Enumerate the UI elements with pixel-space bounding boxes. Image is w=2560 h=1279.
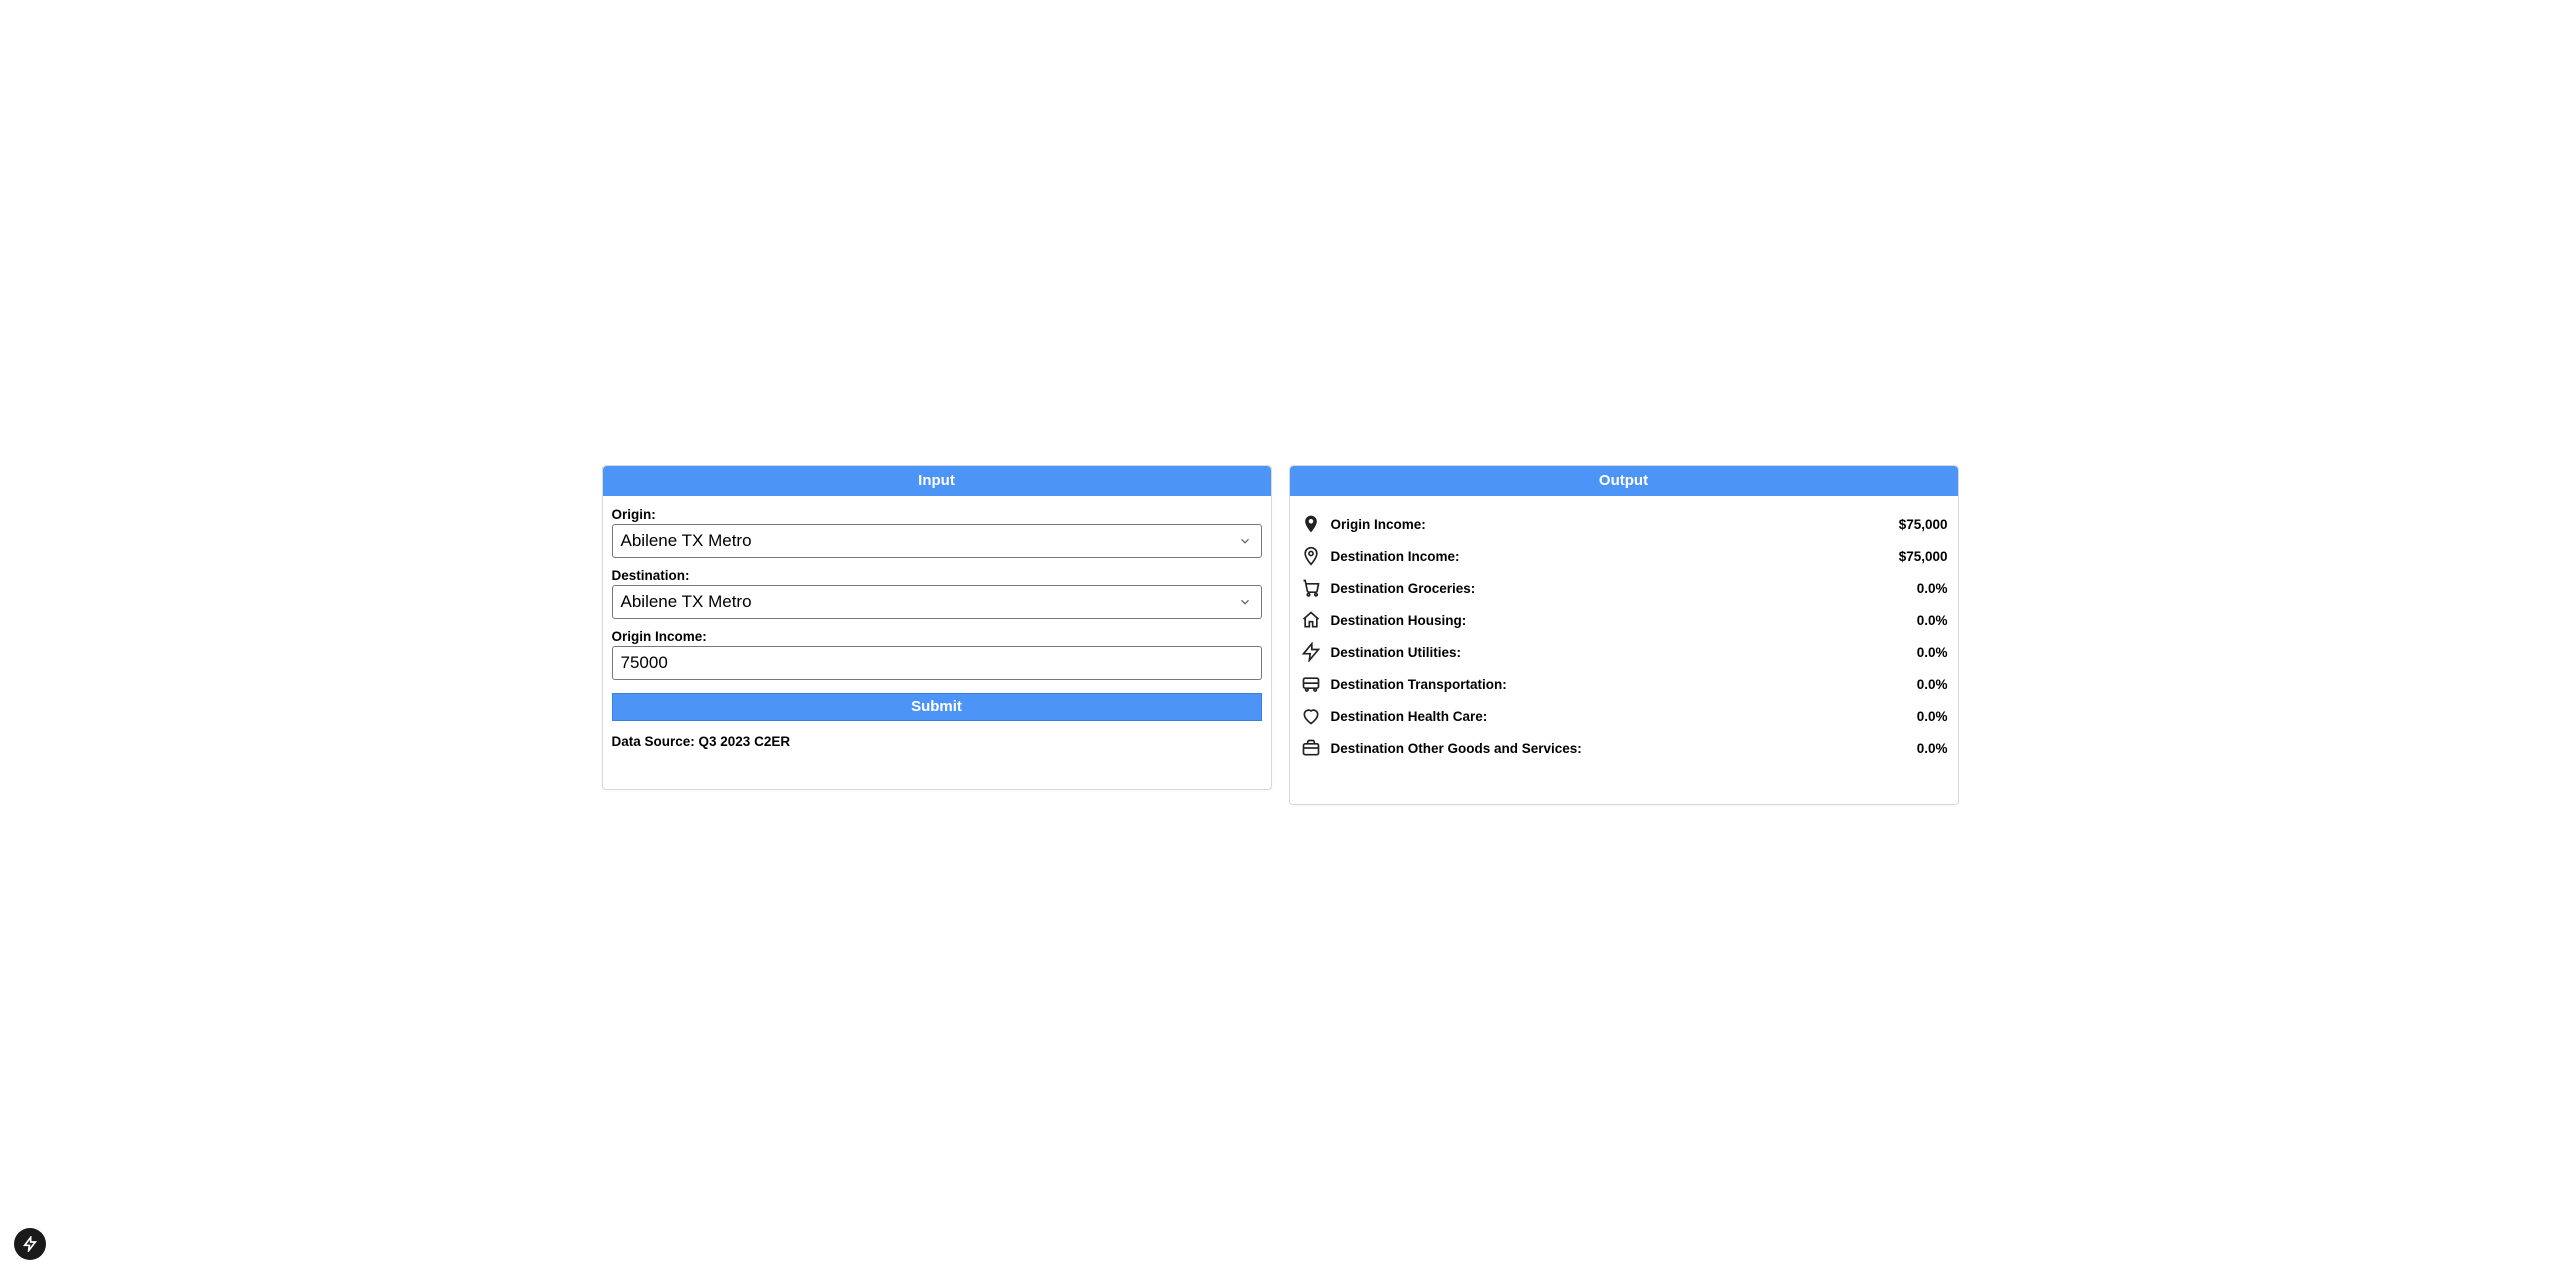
output-label: Destination Housing: [1331,613,1917,628]
output-row: Destination Transportation: 0.0% [1300,668,1948,700]
output-value: $75,000 [1899,517,1948,532]
home-icon [1300,610,1322,630]
data-source-label: Data Source: Q3 2023 C2ER [612,734,1262,749]
destination-label: Destination: [612,568,1262,583]
output-label: Destination Other Goods and Services: [1331,741,1917,756]
output-row: Destination Health Care: 0.0% [1300,700,1948,732]
output-row: Destination Utilities: 0.0% [1300,636,1948,668]
output-row: Destination Groceries: 0.0% [1300,572,1948,604]
submit-button[interactable]: Submit [612,693,1262,721]
output-value: $75,000 [1899,549,1948,564]
bus-icon [1300,674,1322,694]
output-row: Destination Other Goods and Services: 0.… [1300,732,1948,764]
heart-icon [1300,706,1322,726]
origin-label: Origin: [612,507,1262,522]
output-value: 0.0% [1917,741,1948,756]
output-value: 0.0% [1917,613,1948,628]
output-label: Destination Income: [1331,549,1899,564]
lightning-icon [1300,642,1322,662]
output-row: Destination Housing: 0.0% [1300,604,1948,636]
destination-select[interactable]: Abilene TX Metro [612,585,1262,619]
output-value: 0.0% [1917,645,1948,660]
shopping-cart-icon [1300,578,1322,598]
briefcase-icon [1300,738,1322,758]
output-value: 0.0% [1917,581,1948,596]
map-pin-outline-icon [1300,546,1322,566]
output-value: 0.0% [1917,709,1948,724]
output-panel: Output Origin Income: $75,000 Destinatio… [1289,465,1959,805]
output-row: Origin Income: $75,000 [1300,508,1948,540]
origin-select[interactable]: Abilene TX Metro [612,524,1262,558]
output-row: Destination Income: $75,000 [1300,540,1948,572]
output-label: Destination Groceries: [1331,581,1917,596]
input-panel: Input Origin: Abilene TX Metro Destinati… [602,465,1272,790]
output-panel-title: Output [1290,466,1958,496]
output-label: Origin Income: [1331,517,1899,532]
output-label: Destination Transportation: [1331,677,1917,692]
output-label: Destination Health Care: [1331,709,1917,724]
map-pin-filled-icon [1300,514,1322,534]
origin-income-input[interactable] [612,646,1262,680]
origin-income-label: Origin Income: [612,629,1262,644]
input-panel-title: Input [603,466,1271,496]
output-value: 0.0% [1917,677,1948,692]
output-label: Destination Utilities: [1331,645,1917,660]
app-badge-icon[interactable] [14,1228,46,1260]
